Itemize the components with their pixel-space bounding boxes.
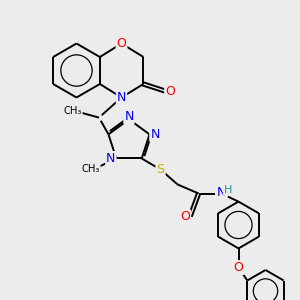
Text: O: O [234, 261, 243, 274]
Text: O: O [165, 85, 175, 98]
Text: N: N [106, 152, 116, 165]
Text: O: O [117, 37, 126, 50]
Text: N: N [150, 128, 160, 141]
Text: O: O [180, 210, 190, 224]
Text: N: N [124, 110, 134, 124]
Text: CH₃: CH₃ [81, 164, 100, 175]
Text: S: S [157, 163, 164, 176]
Text: H: H [224, 185, 232, 195]
Text: N: N [217, 186, 226, 199]
Text: CH₃: CH₃ [63, 106, 82, 116]
Text: N: N [117, 91, 126, 104]
